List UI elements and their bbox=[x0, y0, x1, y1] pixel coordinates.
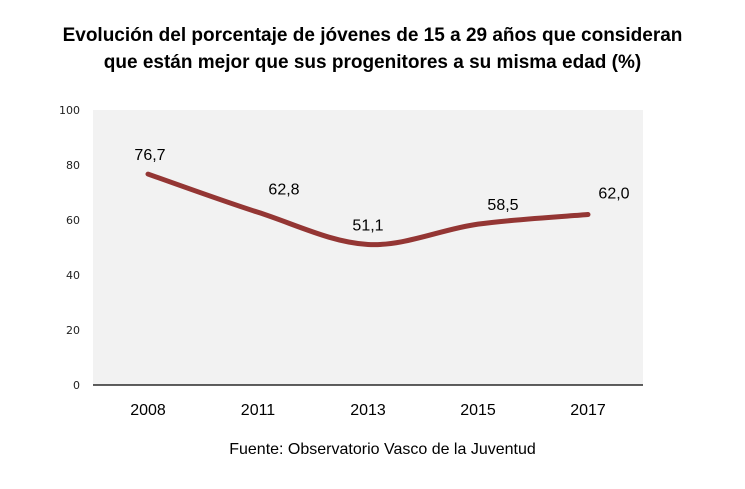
y-tick-label: 60 bbox=[66, 214, 80, 227]
plot-area bbox=[93, 110, 643, 385]
x-tick-label: 2013 bbox=[350, 402, 386, 419]
data-label: 62,8 bbox=[268, 181, 299, 198]
chart-title-line-2: que están mejor que sus progenitores a s… bbox=[103, 52, 642, 73]
data-label: 62,0 bbox=[598, 186, 629, 203]
data-labels: 76,7 62,8 51,1 58,5 62,0 bbox=[134, 147, 629, 234]
series-line bbox=[145, 171, 591, 248]
x-tick-label: 2017 bbox=[570, 402, 606, 419]
y-tick-label: 80 bbox=[66, 159, 80, 172]
y-tick-label: 40 bbox=[66, 269, 80, 282]
x-tick-label: 2008 bbox=[130, 402, 166, 419]
data-label: 76,7 bbox=[134, 147, 165, 164]
chart-title: Evolución del porcentaje de jóvenes de 1… bbox=[0, 22, 745, 76]
data-label: 51,1 bbox=[352, 217, 383, 234]
y-tick-label: 0 bbox=[73, 379, 80, 392]
chart-title-line-1: Evolución del porcentaje de jóvenes de 1… bbox=[62, 25, 683, 46]
data-label: 58,5 bbox=[487, 197, 518, 214]
x-axis: 2008 2011 2013 2015 2017 bbox=[130, 402, 606, 419]
y-tick-label: 20 bbox=[66, 324, 80, 337]
y-tick-label: 100 bbox=[59, 104, 80, 117]
x-tick-label: 2011 bbox=[241, 402, 276, 419]
chart-source: Fuente: Observatorio Vasco de la Juventu… bbox=[229, 441, 536, 458]
y-axis: 0 20 40 60 80 100 bbox=[59, 104, 80, 392]
x-tick-label: 2015 bbox=[460, 402, 496, 419]
